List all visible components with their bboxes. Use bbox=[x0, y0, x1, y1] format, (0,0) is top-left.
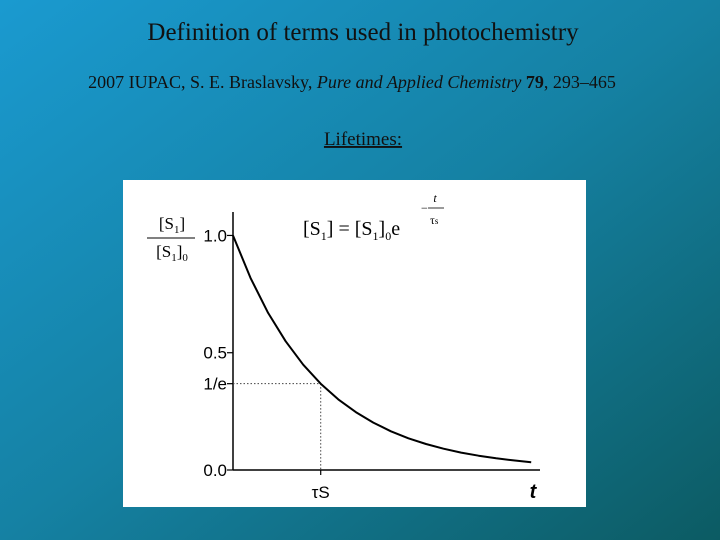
y-label-numerator: [S1] bbox=[159, 214, 185, 236]
exponent-part: s bbox=[435, 216, 439, 226]
y-label-part: 0 bbox=[182, 252, 188, 264]
y-label-part: 1 bbox=[171, 252, 177, 264]
y-label-part: ] bbox=[177, 242, 183, 261]
citation-text: 2007 IUPAC, S. E. Braslavsky, bbox=[88, 72, 317, 92]
citation: 2007 IUPAC, S. E. Braslavsky, Pure and A… bbox=[88, 72, 616, 92]
y-tick-label: 0.0 bbox=[203, 461, 227, 480]
y-label-denominator: [S1]0 bbox=[156, 242, 188, 264]
y-label-part: ] bbox=[179, 214, 185, 233]
x-axis-label: t bbox=[530, 481, 538, 503]
decay-curve bbox=[232, 235, 532, 464]
exponent-part: τ bbox=[430, 213, 435, 227]
equation-part: ] bbox=[379, 218, 386, 240]
exponent-numerator: t bbox=[433, 191, 437, 205]
citation-journal: Pure and Applied Chemistry bbox=[316, 72, 521, 92]
y-label-part: 1 bbox=[174, 224, 180, 236]
figure-panel bbox=[123, 180, 586, 507]
equation-part: 0 bbox=[385, 229, 391, 243]
equation-part: 1 bbox=[373, 229, 379, 243]
section-heading: Lifetimes: bbox=[324, 129, 402, 150]
citation-volume: 79 bbox=[526, 72, 544, 92]
exponent-denominator: τs bbox=[430, 213, 439, 227]
y-tick-label: 1/e bbox=[203, 375, 227, 394]
equation-part: 1 bbox=[321, 229, 327, 243]
x-tick-label: τS bbox=[312, 483, 330, 502]
exponent-sign: − bbox=[421, 201, 428, 215]
citation-pages: , 293–465 bbox=[544, 72, 616, 92]
y-label-part: [S bbox=[159, 214, 174, 233]
equation-part: e bbox=[391, 218, 400, 240]
equation-part: ] = [S bbox=[327, 218, 373, 240]
title: Definition of terms used in photochemist… bbox=[147, 19, 579, 46]
y-label-part: [S bbox=[156, 242, 171, 261]
y-tick-label: 0.5 bbox=[203, 344, 227, 363]
chart: [S1] [S1]0 [S1] = [S1]0e − t τs 0.00.51.… bbox=[147, 191, 540, 503]
y-tick-label: 1.0 bbox=[203, 226, 227, 245]
equation-part: [S bbox=[303, 218, 321, 240]
equation: [S1] = [S1]0e bbox=[303, 218, 400, 243]
